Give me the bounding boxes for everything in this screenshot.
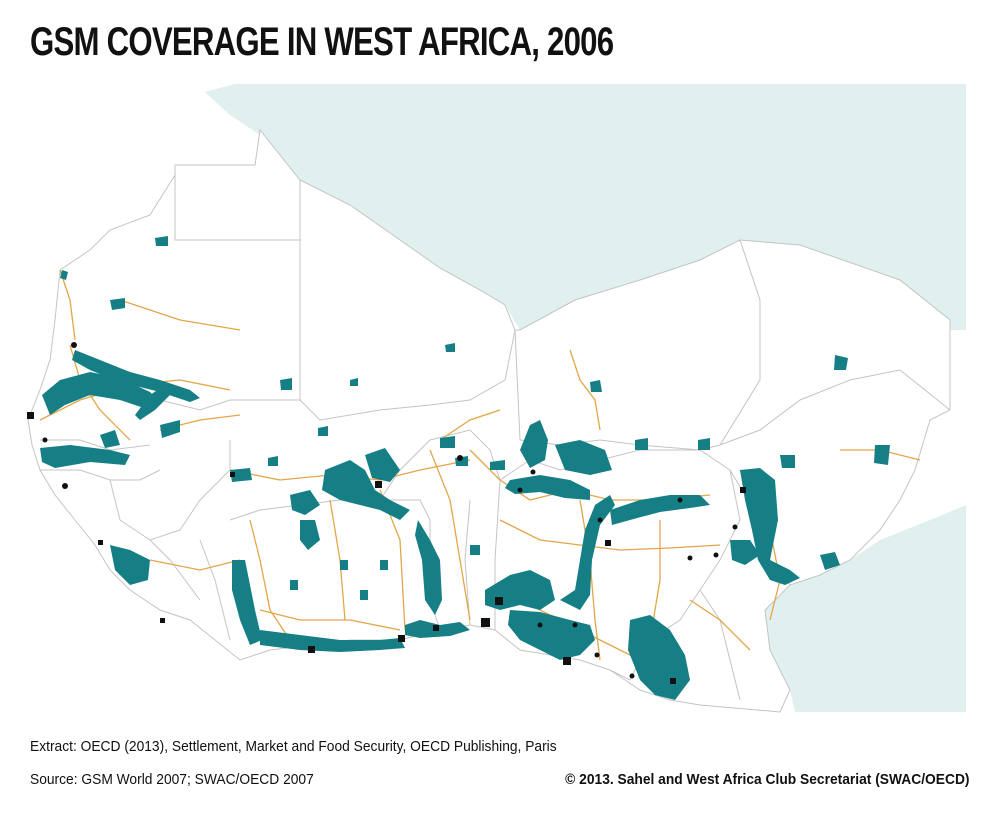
source-note: Source: GSM World 2007; SWAC/OECD 2007 (30, 771, 314, 788)
map-title: GSM COVERAGE IN WEST AFRICA, 2006 (30, 20, 614, 64)
copyright-note: © 2013. Sahel and West Africa Club Secre… (565, 771, 970, 788)
west-africa-land (27, 128, 951, 713)
west-africa-map (27, 84, 966, 713)
gsm-coverage-areas (40, 236, 890, 700)
extract-citation: Extract: OECD (2013), Settlement, Market… (30, 738, 557, 755)
sea-area-southeast (765, 505, 966, 712)
city-markers (27, 342, 746, 684)
